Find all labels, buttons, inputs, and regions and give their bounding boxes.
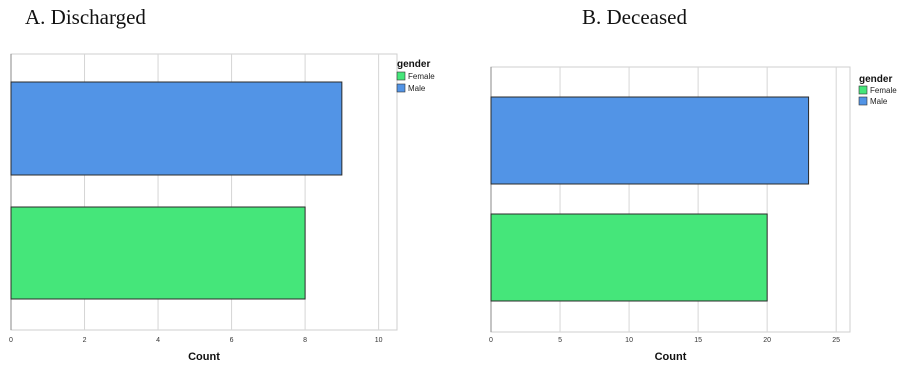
panel-a-legend-label-female: Female	[408, 72, 435, 81]
panel-a-bar-female	[10, 206, 306, 300]
panel-b-x-tick-label: 0	[489, 337, 493, 344]
panel-a-legend-swatch-male	[396, 83, 406, 93]
panel-b-bar-male	[490, 96, 810, 185]
panel-a-x-axis-title: Count	[188, 351, 220, 363]
panel-a-x-tick-label: 4	[156, 337, 160, 344]
panel-a-title: A. Discharged	[25, 5, 146, 29]
panel-a-x-tick-label: 6	[230, 337, 234, 344]
panel-a-legend-title: gender	[397, 59, 430, 70]
panel-a-x-tick-label: 0	[9, 337, 13, 344]
panel-b-title: B. Deceased	[582, 5, 687, 29]
panel-b-legend-label-female: Female	[870, 86, 897, 95]
panel-a-legend-swatch-female	[396, 71, 406, 81]
panel-b-x-axis-title: Count	[655, 351, 687, 363]
panel-a-x-tick-label: 10	[375, 337, 383, 344]
panel-b-bar-female	[490, 213, 768, 302]
panel-b-x-tick-label: 25	[832, 337, 840, 344]
panel-b-x-tick-label: 5	[558, 337, 562, 344]
panel-b-x-tick-label: 15	[694, 337, 702, 344]
panel-a-x-tick-label: 2	[83, 337, 87, 344]
panel-b-legend-label-male: Male	[870, 97, 888, 106]
panel-b-legend-swatch-female	[858, 85, 868, 95]
panel-a-bar-male	[10, 81, 343, 176]
panel-b-x-tick-label: 10	[625, 337, 633, 344]
panel-a-legend-label-male: Male	[408, 84, 426, 93]
panel-b-legend-swatch-male	[858, 96, 868, 106]
panel-b-x-tick-label: 20	[763, 337, 771, 344]
panel-b-legend-title: gender	[859, 74, 892, 85]
panel-a-x-tick-label: 8	[303, 337, 307, 344]
